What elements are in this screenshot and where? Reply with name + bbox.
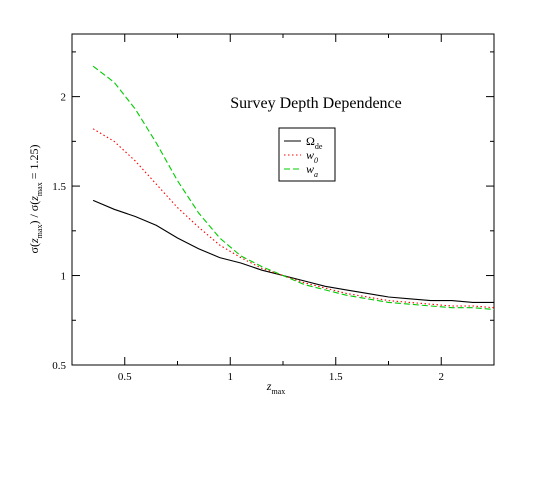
x-tick-label: 1: [228, 371, 234, 383]
x-tick-label: 0.5: [118, 371, 132, 383]
x-tick-label: 1.5: [329, 371, 343, 383]
y-tick-label: 1: [61, 271, 67, 283]
series-line-1: [92, 199, 494, 303]
y-tick-label: 1.5: [52, 181, 66, 193]
y-axis-label: σ(zmax) / σ(zmax = 1.25): [27, 145, 44, 254]
x-axis-label-text: zmax: [266, 379, 285, 396]
legend-label-2: w0: [306, 148, 318, 165]
y-tick-label: 0.5: [52, 360, 66, 372]
series-line-3: [92, 65, 495, 311]
series-layer: [92, 65, 495, 311]
chart-title: Survey Depth Dependence: [230, 95, 402, 112]
legend-label-3: wa: [306, 162, 318, 179]
x-axis-label: zmax: [266, 379, 285, 396]
legend-label-1: Ωde: [306, 134, 323, 151]
axes: 0.5 1 1.5 2 0.5 1 1.5 2: [52, 34, 495, 383]
y-tick-label: 2: [61, 92, 67, 104]
x-tick-label: 2: [439, 371, 445, 383]
y-axis-label-text: σ(zmax) / σ(zmax = 1.25): [27, 145, 44, 254]
